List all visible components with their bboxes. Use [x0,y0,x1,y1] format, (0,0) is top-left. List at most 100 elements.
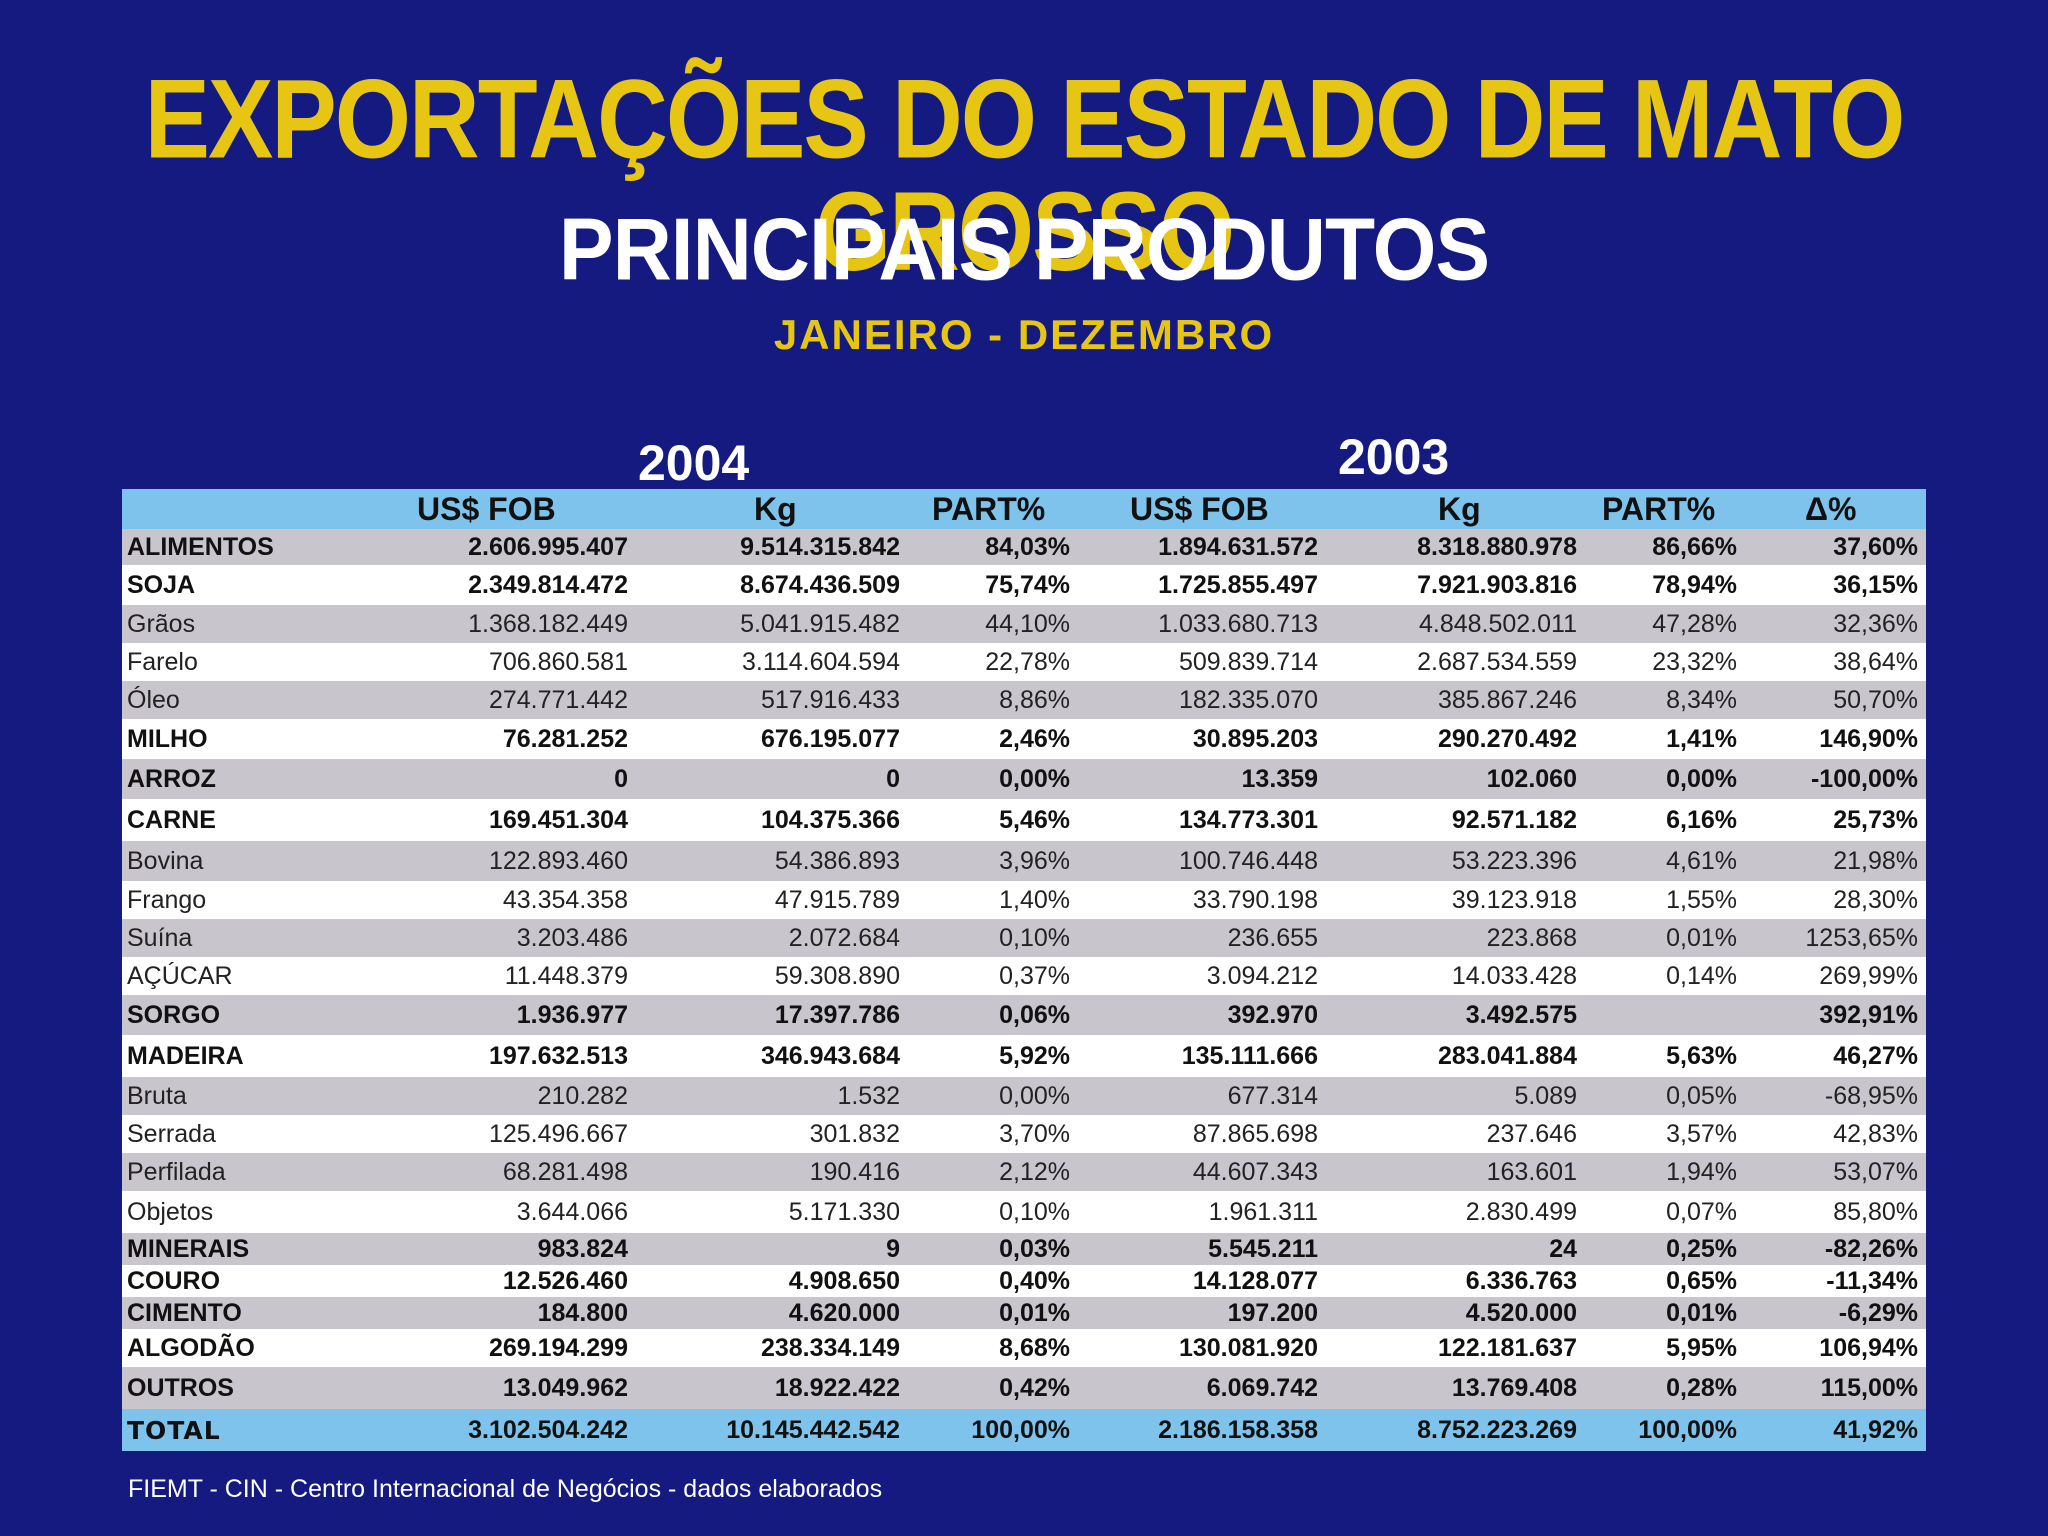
cell-part-2004: 0,03% [999,1234,1070,1263]
cell-usd-fob-2004: 1.936.977 [516,1000,628,1029]
cell-kg-2003: 13.769.408 [1451,1373,1577,1402]
cell-name: OUTROS [127,1373,234,1402]
cell-delta-percent: 42,83% [1833,1119,1918,1148]
cell-usd-fob-2003: 392.970 [1227,1000,1318,1029]
cell-part-2003: 86,66% [1652,532,1737,561]
table-row: MINERAIS 983.824 9 0,03% 5.545.211 24 0,25% -82… [122,1233,1926,1265]
cell-part-2003: 4,61% [1666,846,1737,875]
cell-usd-fob-2004: 76.281.252 [502,724,628,753]
cell-name: CIMENTO [127,1298,242,1327]
cell-name: Perfilada [127,1157,226,1186]
cell-kg-2003: 39.123.918 [1451,885,1577,914]
cell-part-2003: 6,16% [1666,805,1737,834]
table-row: SOJA 2.349.814.472 8.674.436.509 75,74% 1.72… [122,565,1926,605]
cell-kg-2003: 3.492.575 [1465,1000,1577,1029]
cell-usd-fob-2003: 130.081.920 [1178,1333,1318,1362]
cell-part-2004: 1,40% [999,885,1070,914]
cell-part-2004: 3,96% [999,846,1070,875]
cell-usd-fob-2003: 2.186.158.358 [1158,1415,1318,1444]
cell-part-2003: 0,65% [1666,1266,1737,1295]
cell-kg-2003: 223.868 [1486,923,1577,952]
cell-usd-fob-2004: 3.203.486 [516,923,628,952]
cell-name: ARROZ [127,764,216,793]
cell-kg-2004: 18.922.422 [774,1373,900,1402]
cell-usd-fob-2003: 1.033.680.713 [1158,609,1318,638]
cell-part-2004: 0,01% [999,1298,1070,1327]
cell-name: SORGO [127,1000,221,1029]
cell-kg-2004: 301.832 [809,1119,900,1148]
cell-part-2003: 5,63% [1666,1041,1737,1070]
cell-kg-2003: 53.223.396 [1451,846,1577,875]
cell-usd-fob-2003: 13.359 [1241,764,1318,793]
cell-part-2003: 0,28% [1666,1373,1737,1402]
cell-kg-2004: 0 [886,764,900,793]
cell-usd-fob-2004: 169.451.304 [488,805,628,834]
table-row: COURO 12.526.460 4.908.650 0,40% 14.128.077 6… [122,1265,1926,1297]
cell-kg-2003: 7.921.903.816 [1417,570,1577,599]
cell-name: Suína [127,923,193,952]
cell-delta-percent: 41,92% [1833,1415,1918,1444]
table-row: Frango 43.354.358 47.915.789 1,40% 33.790.19… [122,881,1926,919]
cell-kg-2004: 5.171.330 [788,1197,900,1226]
cell-part-2004: 0,10% [999,1197,1070,1226]
cell-usd-fob-2004: 125.496.667 [488,1119,628,1148]
cell-usd-fob-2003: 1.961.311 [1208,1197,1318,1226]
cell-kg-2003: 122.181.637 [1437,1333,1577,1362]
cell-usd-fob-2004: 13.049.962 [502,1373,628,1402]
cell-kg-2004: 4.908.650 [788,1266,900,1295]
header-kg-2003: Kg [1438,490,1481,527]
cell-delta-percent: 146,90% [1819,724,1918,753]
cell-delta-percent: 85,80% [1833,1197,1918,1226]
cell-usd-fob-2004: 184.800 [537,1298,628,1327]
cell-part-2003: 23,32% [1652,647,1737,676]
cell-name: ALIMENTOS [127,532,274,561]
cell-name: TOTAL [127,1415,221,1445]
cell-part-2004: 0,40% [999,1266,1070,1295]
cell-name: Óleo [127,685,180,714]
cell-usd-fob-2003: 6.069.742 [1206,1373,1318,1402]
cell-kg-2003: 237.646 [1486,1119,1577,1148]
cell-kg-2003: 2.687.534.559 [1417,647,1577,676]
cell-name: MILHO [127,724,208,753]
cell-kg-2004: 676.195.077 [760,724,900,753]
cell-usd-fob-2003: 3.094.212 [1206,961,1318,990]
cell-kg-2003: 2.830.499 [1465,1197,1577,1226]
cell-part-2004: 0,10% [999,923,1070,952]
cell-kg-2004: 104.375.366 [760,805,900,834]
cell-part-2004: 44,10% [985,609,1070,638]
cell-part-2003: 0,05% [1666,1081,1737,1110]
cell-part-2003: 100,00% [1638,1415,1737,1444]
cell-name: Objetos [127,1197,214,1226]
cell-usd-fob-2003: 677.314 [1227,1081,1318,1110]
cell-usd-fob-2003: 135.111.666 [1181,1041,1318,1070]
cell-usd-fob-2004: 12.526.460 [502,1266,628,1295]
cell-kg-2003: 283.041.884 [1437,1041,1577,1070]
cell-delta-percent: 115,00% [1820,1373,1918,1402]
cell-kg-2003: 8.318.880.978 [1417,532,1577,561]
cell-part-2004: 0,00% [999,1081,1070,1110]
cell-usd-fob-2004: 2.349.814.472 [468,570,628,599]
table-row: OUTROS 13.049.962 18.922.422 0,42% 6.069.742… [122,1367,1926,1409]
cell-usd-fob-2004: 1.368.182.449 [468,609,628,638]
cell-name: Bovina [127,846,204,875]
cell-name: SOJA [127,570,196,599]
cell-usd-fob-2004: 274.771.442 [488,685,628,714]
cell-kg-2003: 92.571.182 [1451,805,1577,834]
cell-delta-percent: -11,34% [1826,1266,1918,1295]
table-row: Bovina 122.893.460 54.386.893 3,96% 100.746.… [122,841,1926,881]
cell-name: COURO [127,1266,221,1295]
cell-kg-2004: 9 [886,1234,900,1263]
cell-delta-percent: 37,60% [1833,532,1918,561]
cell-kg-2004: 4.620.000 [788,1298,900,1327]
cell-kg-2004: 10.145.442.542 [726,1415,900,1444]
cell-part-2004: 0,06% [999,1000,1070,1029]
cell-name: Bruta [127,1081,187,1110]
cell-usd-fob-2004: 0 [614,764,628,793]
table-total-row: TOTAL 3.102.504.242 10.145.442.542 100,00% 2… [122,1409,1926,1451]
cell-kg-2004: 346.943.684 [760,1041,900,1070]
table-row: ALIMENTOS 2.606.995.407 9.514.315.842 84,03… [122,529,1926,565]
cell-usd-fob-2004: 68.281.498 [502,1157,628,1186]
cell-usd-fob-2003: 14.128.077 [1192,1266,1318,1295]
cell-delta-percent: 46,27% [1833,1041,1918,1070]
table-row: Óleo 274.771.442 517.916.433 8,86% 182.335.0… [122,681,1926,719]
